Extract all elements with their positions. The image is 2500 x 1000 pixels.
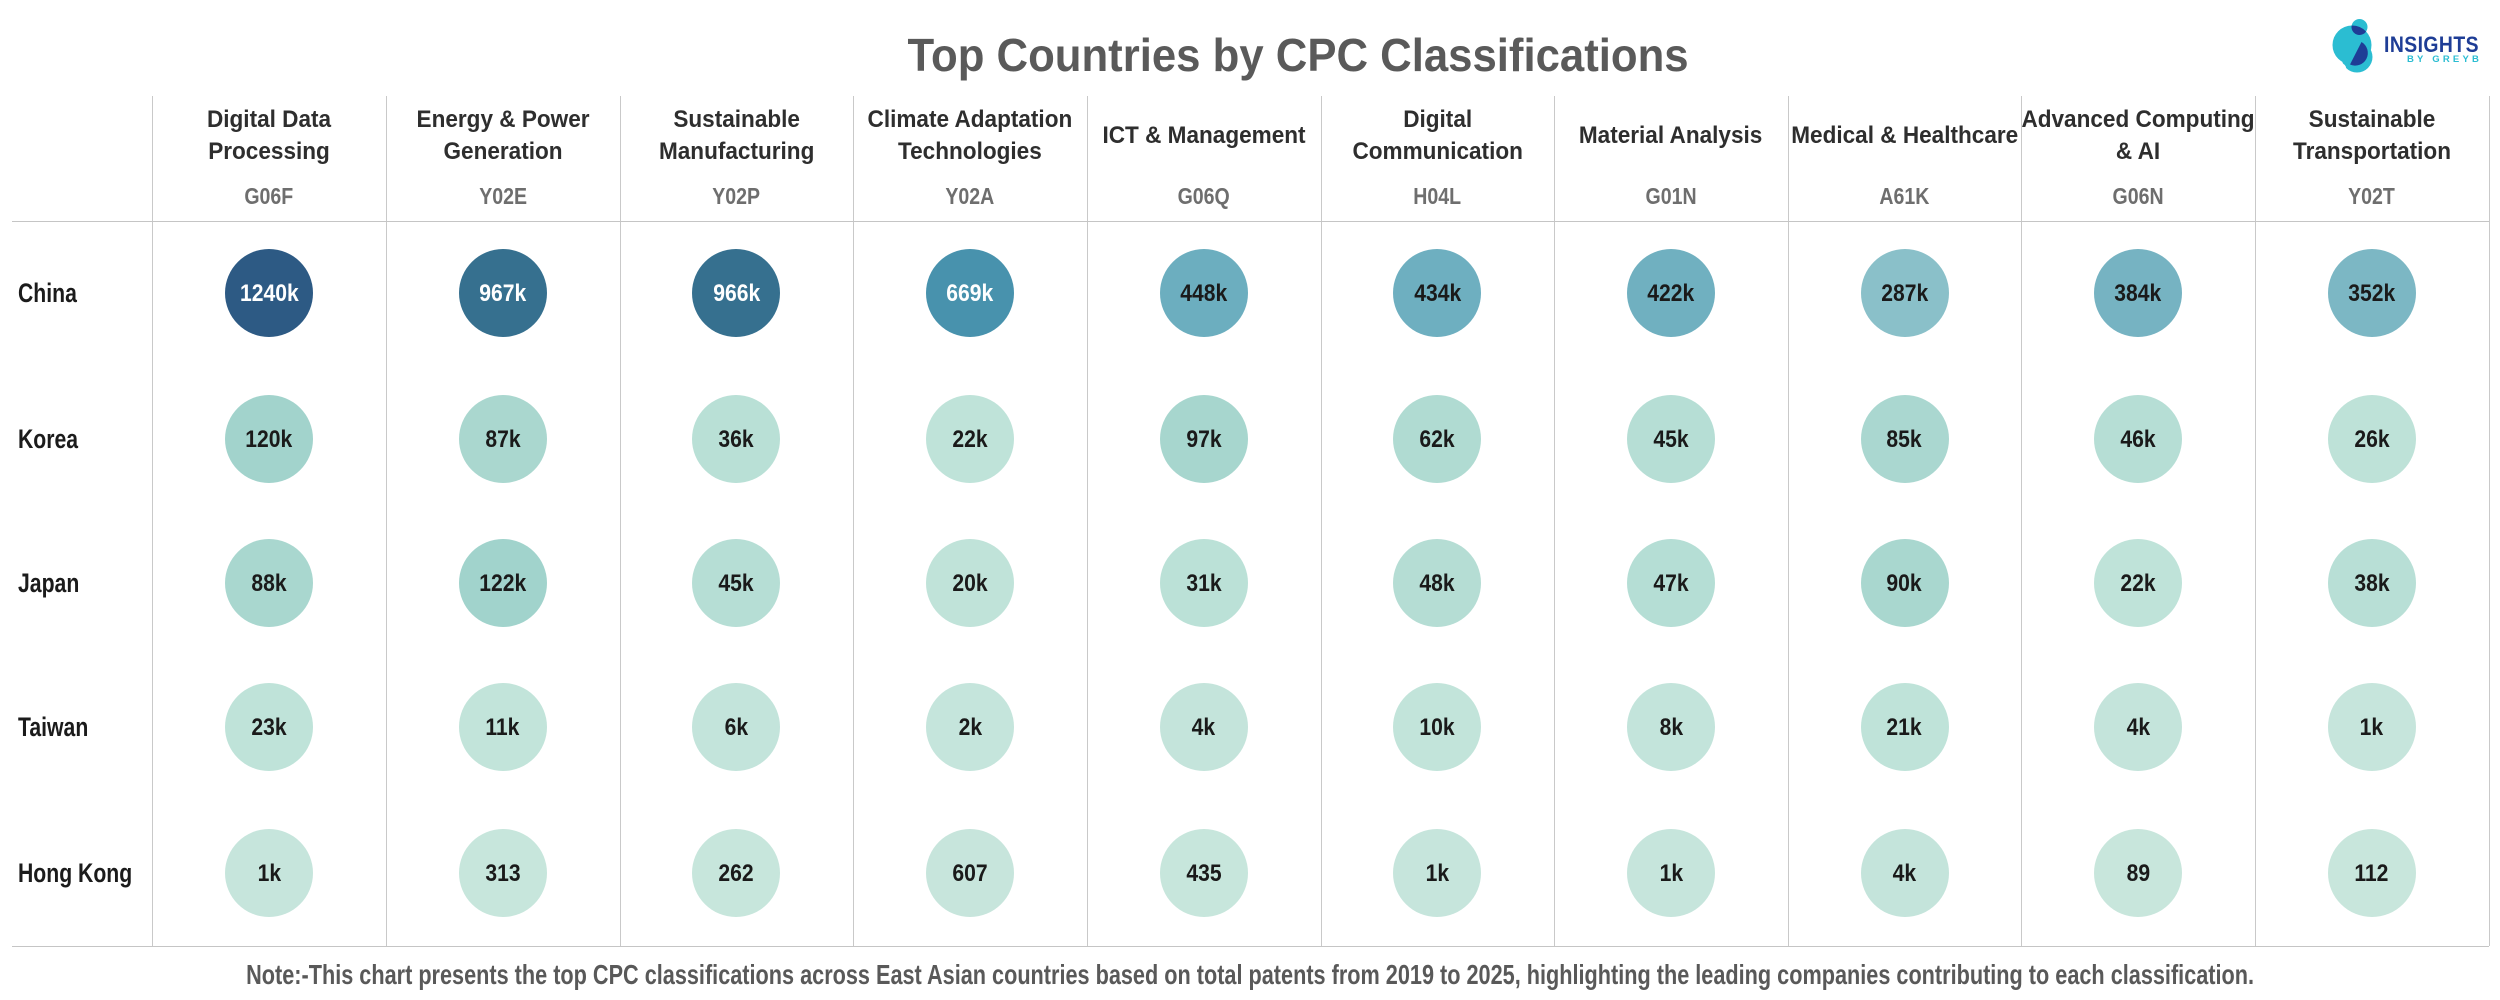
- svg-text:INSIGHTS: INSIGHTS: [2384, 33, 2479, 57]
- svg-text:BY GREYB: BY GREYB: [2407, 54, 2482, 65]
